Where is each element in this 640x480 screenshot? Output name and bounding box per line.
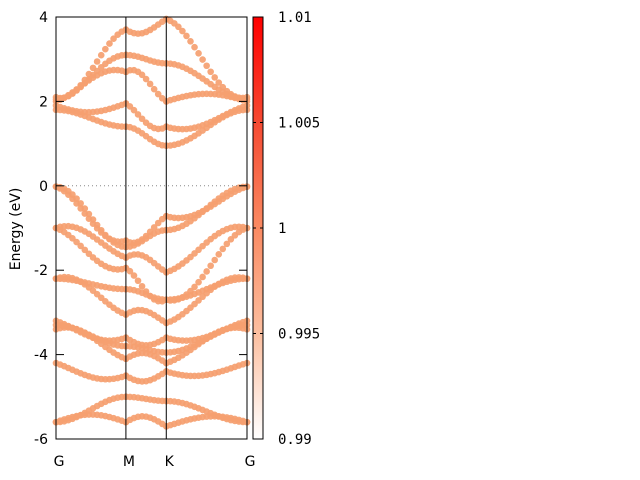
band-point [187, 38, 194, 45]
band-point [211, 256, 219, 264]
band-point [73, 238, 80, 246]
band-point [97, 226, 105, 234]
y-tick-label: -2 [34, 263, 48, 279]
band-point [215, 251, 223, 258]
band-point [203, 62, 210, 70]
band-point [130, 272, 138, 279]
colorbar-tick-label: 1 [278, 221, 286, 237]
band-point [150, 85, 158, 93]
band-point [138, 282, 146, 290]
colorbar-tick-label: 0.995 [278, 327, 320, 343]
y-tick-label: 4 [39, 10, 48, 26]
y-tick-label: -4 [34, 348, 48, 364]
x-tick-label: K [165, 454, 175, 470]
band-point [81, 205, 89, 212]
band-point [77, 200, 84, 207]
band-point [89, 216, 97, 223]
y-tick-label: -6 [34, 432, 48, 448]
band-point [219, 245, 227, 253]
band-point [134, 277, 142, 285]
band-point [110, 35, 117, 43]
band-point [150, 224, 158, 231]
x-tick-label: G [245, 454, 256, 470]
band-point [146, 80, 154, 88]
band-point [195, 278, 202, 286]
band-point [77, 242, 84, 250]
band-point [195, 50, 202, 57]
colorbar: 0.99 0.995 1 1.005 1.01 [252, 10, 320, 448]
colorbar-tick-label: 0.99 [278, 432, 312, 448]
band-point [199, 56, 206, 63]
band-point [207, 262, 214, 270]
band-point [73, 195, 80, 202]
band-point [227, 236, 235, 243]
x-tick-label: M [123, 454, 135, 470]
band-point [191, 43, 198, 51]
x-tick-label: G [54, 454, 65, 470]
band-point [81, 246, 89, 254]
band-point [215, 79, 223, 86]
plot-frame [55, 16, 248, 440]
colorbar-tick-label: 1.01 [278, 10, 312, 26]
colorbar-tick-label: 1.005 [278, 116, 320, 132]
y-axis-label: Energy (eV) [8, 188, 24, 271]
band-point [93, 58, 101, 65]
band-point [199, 273, 206, 281]
band-point [138, 115, 146, 123]
band-point [175, 23, 182, 31]
band-point [211, 74, 219, 81]
band-point [223, 240, 231, 248]
band-point [138, 71, 146, 79]
band-point [134, 111, 142, 118]
band-point [183, 32, 190, 40]
band-point [102, 231, 109, 239]
band-point [85, 210, 93, 218]
axes: G M K G -6 -4 -2 0 2 4 [34, 10, 255, 470]
band-point [207, 68, 214, 76]
band-point [69, 191, 76, 198]
band-point [191, 283, 198, 291]
band-point [93, 221, 101, 229]
band-point [203, 268, 210, 275]
band-point [142, 75, 150, 83]
band-point [154, 90, 162, 98]
band-point [97, 51, 105, 59]
band-point [179, 27, 186, 35]
band-point [106, 40, 113, 47]
band-point [102, 45, 109, 53]
y-tick-label: 2 [39, 94, 48, 110]
band-point [130, 106, 138, 114]
band-point [126, 267, 134, 275]
y-tick-label: 0 [39, 179, 48, 195]
